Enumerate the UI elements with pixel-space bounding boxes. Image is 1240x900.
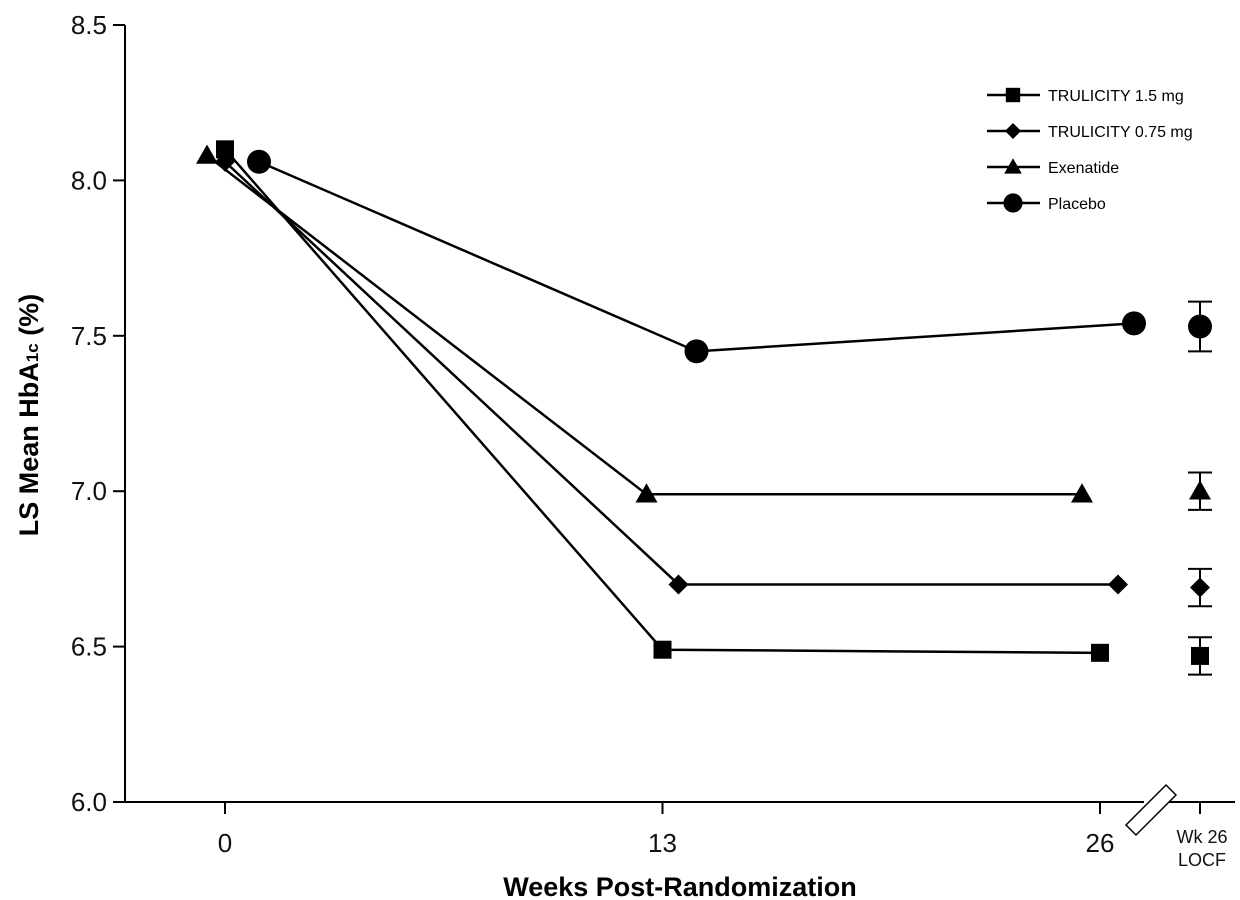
series-line	[224, 160, 1118, 586]
data-point	[635, 483, 658, 503]
axis-break-fill	[1124, 783, 1178, 837]
axis-break-icon	[1124, 783, 1178, 837]
legend-item-triangle: Exenatide	[987, 158, 1119, 177]
y-tick-label: 7.5	[71, 321, 107, 351]
series-layer	[196, 140, 1212, 676]
data-point	[653, 640, 672, 659]
y-tick-label: 8.0	[71, 165, 107, 195]
legend-label: Exenatide	[1048, 160, 1119, 177]
x-tick-label: 0	[218, 828, 232, 858]
legend-marker	[1005, 87, 1021, 103]
axes: 6.0 6.5 7.0 7.5 8.0 8.5 0 13 26 Wk 26 LOCF	[71, 10, 1235, 870]
legend-marker	[1004, 158, 1022, 174]
locf-point	[1188, 314, 1212, 339]
y-tick-label: 6.5	[71, 632, 107, 662]
series-line	[206, 154, 1082, 496]
locf-point	[1189, 480, 1211, 500]
data-point	[1091, 643, 1109, 662]
data-point	[668, 574, 689, 595]
locf-point	[1191, 646, 1209, 665]
legend-label: TRULICITY 1.5 mg	[1048, 88, 1184, 105]
y-axis-title-tail: (%)	[14, 294, 44, 344]
series-diamond	[215, 151, 1212, 608]
y-axis-title: LS Mean HbA1c (%)	[14, 294, 44, 536]
data-point	[247, 149, 271, 174]
series-triangle	[196, 144, 1212, 511]
data-point	[1108, 574, 1128, 595]
series-line	[224, 148, 1101, 655]
legend-item-circle: Placebo	[987, 193, 1106, 213]
data-point	[1071, 483, 1093, 503]
x-tick-label-locf-line1: Wk 26	[1176, 827, 1227, 847]
legend: TRULICITY 1.5 mg TRULICITY 0.75 mg Exenati…	[987, 87, 1193, 213]
y-axis-title-subscript: 1c	[23, 343, 42, 362]
y-tick-label: 7.0	[71, 476, 107, 506]
data-point	[216, 140, 234, 159]
series-line	[258, 160, 1135, 353]
legend-marker	[1005, 123, 1021, 139]
data-point	[196, 144, 218, 164]
x-tick-label: 26	[1086, 828, 1115, 858]
locf-point	[1190, 577, 1210, 598]
x-axis-title: Weeks Post-Randomization	[503, 872, 857, 900]
x-tick-label: 13	[648, 828, 677, 858]
legend-item-square: TRULICITY 1.5 mg	[987, 87, 1184, 105]
legend-marker	[1003, 193, 1023, 213]
series-circle	[247, 149, 1212, 364]
legend-item-diamond: TRULICITY 0.75 mg	[987, 123, 1193, 141]
x-tick-label-locf-line2: LOCF	[1178, 850, 1226, 870]
y-tick-label: 6.0	[71, 787, 107, 817]
data-point	[684, 339, 709, 364]
y-tick-label: 8.5	[71, 10, 107, 40]
data-point	[1122, 311, 1146, 336]
legend-label: TRULICITY 0.75 mg	[1048, 124, 1193, 141]
series-square	[216, 140, 1212, 676]
y-axis-title-main: LS Mean HbA	[14, 362, 44, 536]
legend-label: Placebo	[1048, 196, 1106, 213]
